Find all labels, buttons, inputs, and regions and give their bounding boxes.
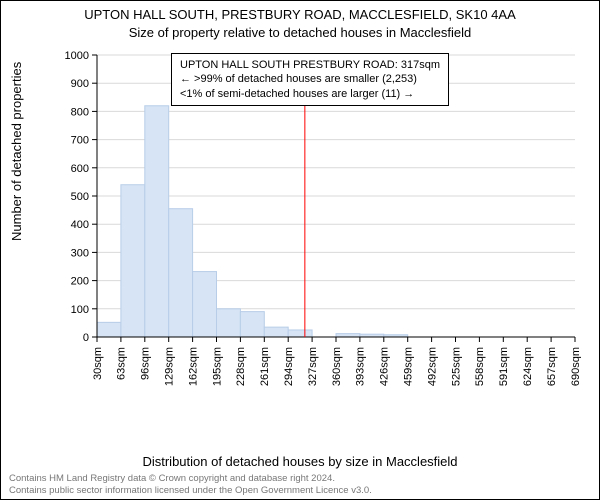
histogram-bar (193, 272, 217, 337)
svg-text:195sqm: 195sqm (211, 347, 223, 386)
svg-text:200: 200 (71, 276, 89, 288)
svg-text:261sqm: 261sqm (259, 347, 271, 386)
svg-text:63sqm: 63sqm (116, 347, 128, 380)
svg-text:393sqm: 393sqm (355, 347, 367, 386)
svg-text:657sqm: 657sqm (546, 347, 558, 386)
svg-text:500: 500 (71, 191, 89, 203)
svg-text:558sqm: 558sqm (474, 347, 486, 386)
svg-text:294sqm: 294sqm (283, 347, 295, 386)
svg-text:400: 400 (71, 219, 89, 231)
svg-text:900: 900 (71, 78, 89, 90)
svg-text:162sqm: 162sqm (187, 347, 199, 386)
svg-text:300: 300 (71, 247, 89, 259)
svg-text:0: 0 (83, 332, 89, 344)
svg-text:100: 100 (71, 304, 89, 316)
footer-line2: Contains public sector information licen… (9, 485, 372, 496)
histogram-bar (121, 185, 145, 337)
svg-text:360sqm: 360sqm (331, 347, 343, 386)
svg-text:591sqm: 591sqm (498, 347, 510, 386)
footer-text: Contains HM Land Registry data © Crown c… (9, 473, 591, 497)
svg-text:690sqm: 690sqm (570, 347, 581, 386)
chart-title-line2: Size of property relative to detached ho… (1, 25, 599, 40)
svg-text:426sqm: 426sqm (379, 347, 391, 386)
svg-text:96sqm: 96sqm (140, 347, 152, 380)
histogram-bar (217, 309, 241, 337)
chart-container: UPTON HALL SOUTH, PRESTBURY ROAD, MACCLE… (0, 0, 600, 500)
histogram-bar (288, 330, 312, 337)
histogram-bar (97, 322, 121, 337)
svg-text:459sqm: 459sqm (403, 347, 415, 386)
y-axis-label: Number of detached properties (9, 62, 24, 241)
histogram-bar (336, 334, 360, 337)
histogram-bar (169, 209, 193, 337)
svg-text:624sqm: 624sqm (522, 347, 534, 386)
svg-text:700: 700 (71, 135, 89, 147)
annotation-line2: ← >99% of detached houses are smaller (2… (180, 72, 440, 86)
annotation-line1: UPTON HALL SOUTH PRESTBURY ROAD: 317sqm (180, 58, 440, 72)
histogram-bar (145, 106, 169, 337)
svg-text:492sqm: 492sqm (426, 347, 438, 386)
svg-text:30sqm: 30sqm (92, 347, 104, 380)
histogram-bar (240, 312, 264, 337)
svg-text:129sqm: 129sqm (164, 347, 176, 386)
chart-title-line1: UPTON HALL SOUTH, PRESTBURY ROAD, MACCLE… (1, 7, 599, 22)
x-axis-label: Distribution of detached houses by size … (1, 454, 599, 469)
annotation-line3: <1% of semi-detached houses are larger (… (180, 87, 440, 101)
svg-text:1000: 1000 (65, 50, 89, 62)
svg-text:525sqm: 525sqm (450, 347, 462, 386)
svg-text:228sqm: 228sqm (235, 347, 247, 386)
svg-text:327sqm: 327sqm (307, 347, 319, 386)
footer-line1: Contains HM Land Registry data © Crown c… (9, 473, 335, 484)
svg-text:800: 800 (71, 106, 89, 118)
annotation-box: UPTON HALL SOUTH PRESTBURY ROAD: 317sqm … (171, 53, 449, 106)
histogram-bar (264, 327, 288, 337)
svg-text:600: 600 (71, 163, 89, 175)
